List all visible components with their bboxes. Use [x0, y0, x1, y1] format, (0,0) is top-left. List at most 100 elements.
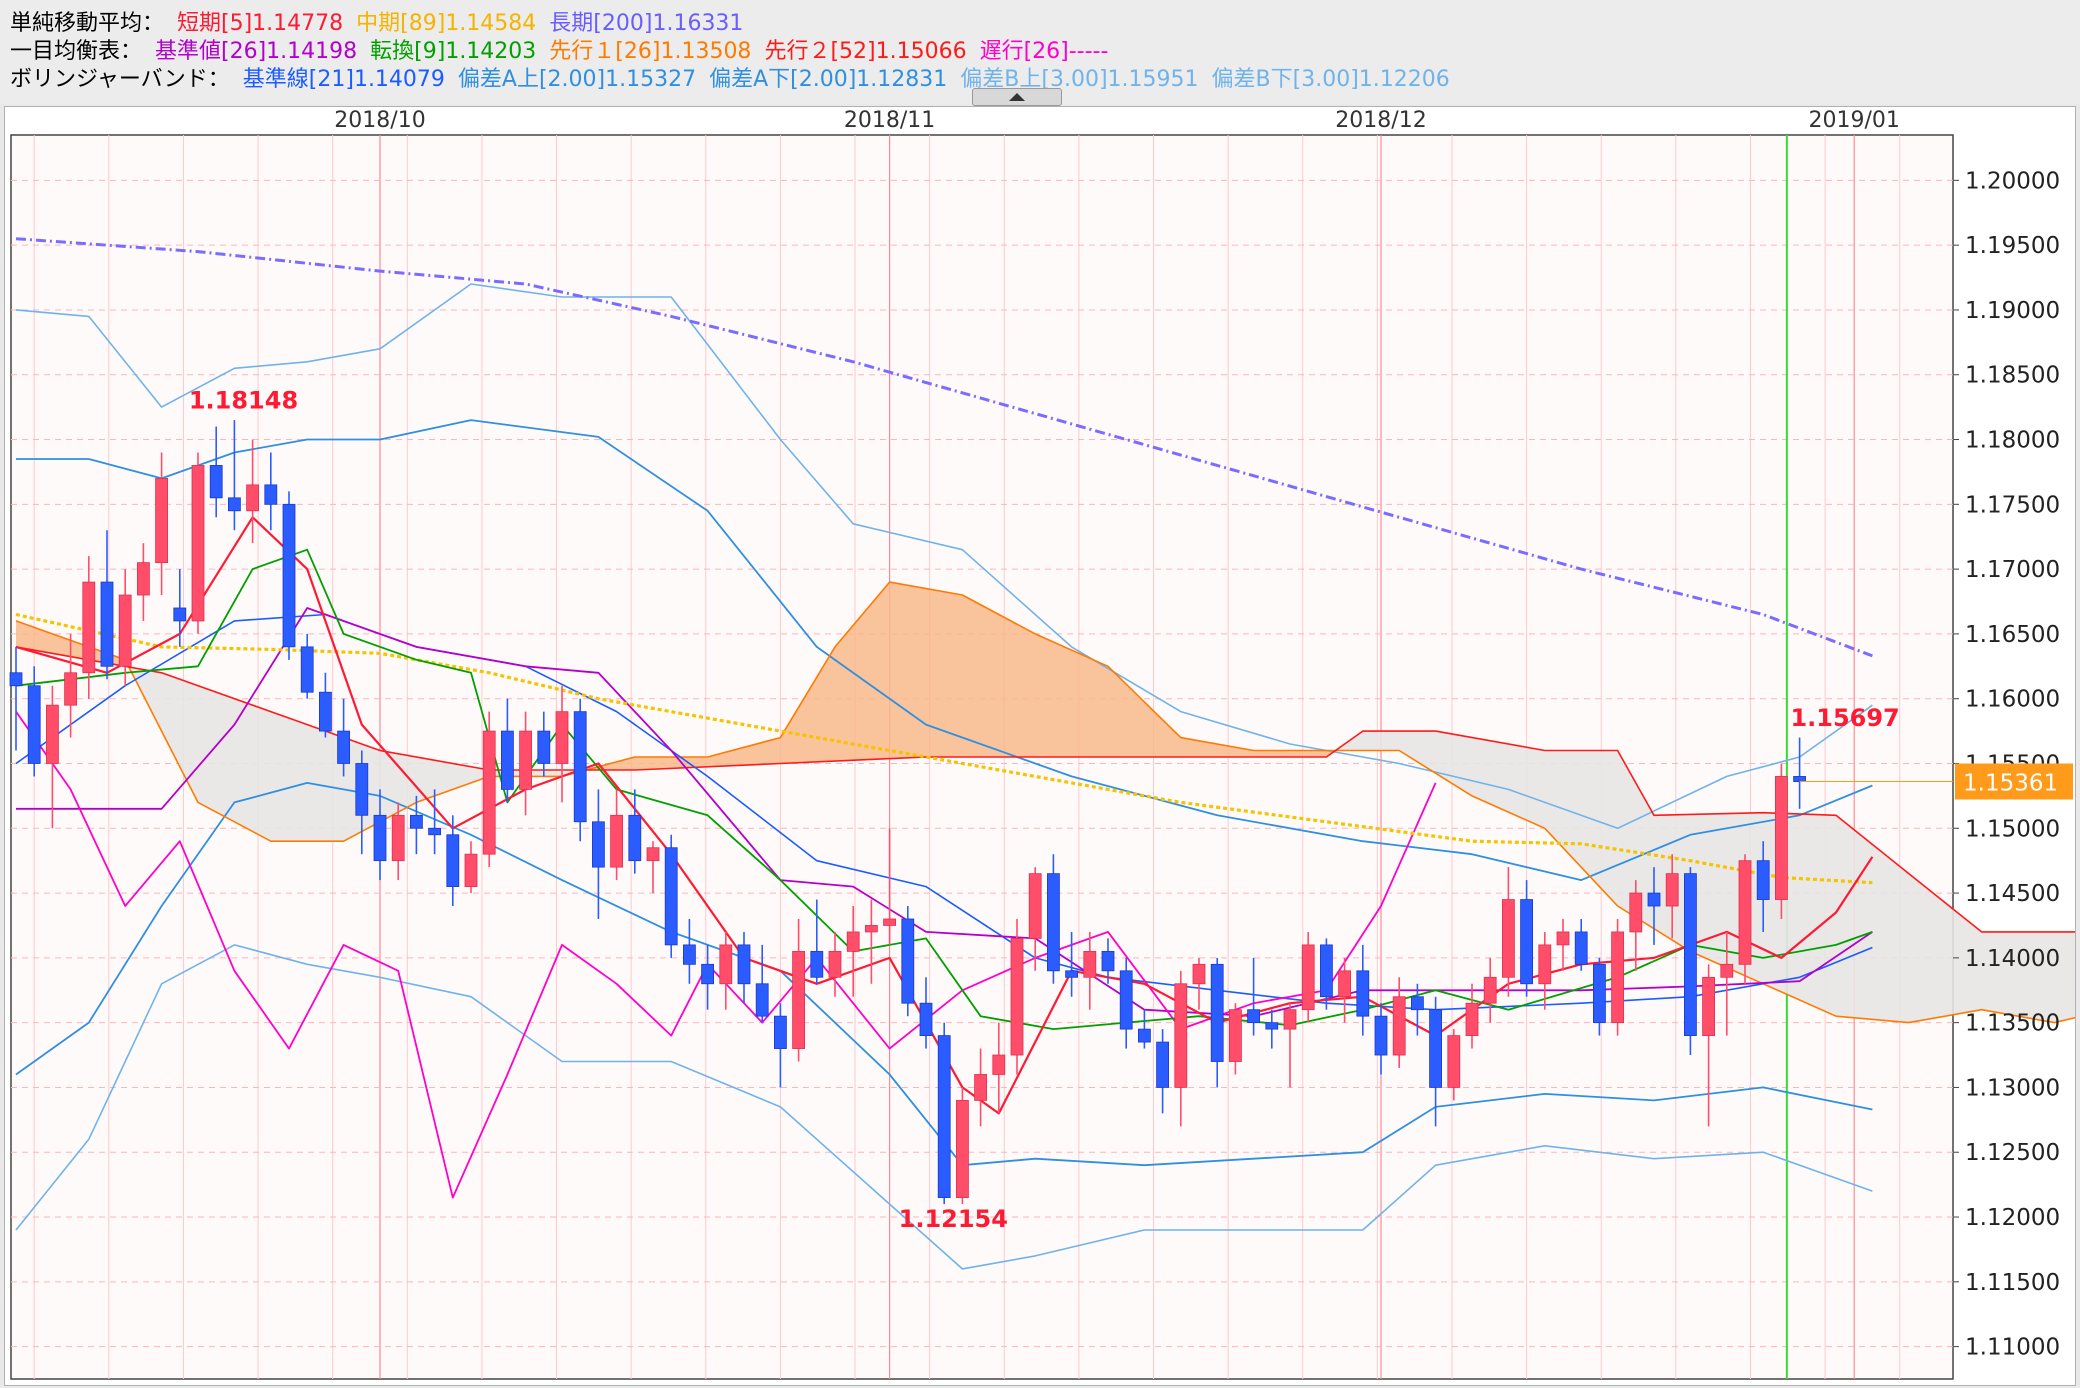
candle — [719, 931, 733, 1010]
candle — [155, 452, 169, 596]
candle — [1283, 1003, 1297, 1088]
candle-body — [646, 847, 660, 862]
candle — [956, 1087, 969, 1205]
chart-area[interactable]: 1.18148 1.12154 1.15697 2018/10 2018/11 2018… — [4, 106, 2076, 1386]
candle-body — [610, 814, 623, 868]
candle — [1301, 931, 1315, 1023]
candle — [1047, 854, 1060, 984]
candle — [1574, 918, 1588, 971]
candle-body — [664, 847, 678, 946]
y-tick-label: 1.14500 — [1965, 881, 2060, 907]
candle-body — [446, 834, 460, 887]
candle — [555, 685, 569, 803]
candle-body — [974, 1074, 987, 1101]
candle — [1210, 957, 1224, 1088]
candle — [246, 439, 260, 544]
price-annotation: 1.12154 — [899, 1205, 1008, 1233]
candle-body — [737, 944, 751, 985]
candle-body — [191, 465, 205, 622]
candle-body — [828, 950, 842, 978]
candle — [1356, 944, 1370, 1036]
candle-body — [64, 672, 77, 706]
candle — [1192, 957, 1206, 1010]
collapse-legend-button[interactable] — [972, 88, 1062, 106]
candle — [282, 491, 296, 660]
legend-sma-short: 短期[5]1.14778 — [177, 11, 344, 36]
legend-senkou2: 先行２[52]1.15066 — [764, 39, 967, 64]
candle-body — [1411, 996, 1424, 1011]
y-tick-label: 1.11500 — [1965, 1270, 2060, 1296]
candle — [1320, 938, 1333, 1010]
legend-tenkan: 転換[9]1.14203 — [370, 39, 537, 64]
chevron-up-icon — [1009, 93, 1025, 101]
candle-body — [1702, 976, 1715, 1037]
candle-body — [318, 691, 332, 732]
candle — [1429, 996, 1442, 1127]
candle — [683, 918, 696, 984]
candle-body — [1775, 776, 1788, 900]
candle-body — [1465, 1002, 1479, 1037]
candle — [992, 1022, 1006, 1114]
candle — [482, 711, 496, 868]
candle — [1502, 867, 1515, 997]
y-tick-label: 1.16500 — [1965, 622, 2060, 648]
x-tick-label: 2018/10 — [334, 108, 425, 133]
candle-body — [592, 821, 605, 868]
candle — [1447, 1029, 1461, 1101]
candle — [1684, 867, 1697, 1056]
candle-body — [919, 1002, 933, 1037]
candle — [828, 931, 842, 997]
y-axis: 1.11000 1.11500 1.12000 1.12500 1.13000 1.135… — [1953, 168, 2060, 1361]
candle — [209, 426, 223, 518]
candle-body — [774, 1015, 787, 1049]
sma-mid-line — [15, 612, 1873, 885]
candle — [1392, 977, 1406, 1068]
x-tick-label: 2019/01 — [1808, 108, 1899, 133]
candle — [1174, 970, 1188, 1127]
candle — [1465, 983, 1479, 1049]
candle-body — [209, 465, 223, 499]
candle-body — [865, 925, 878, 933]
candle — [446, 815, 460, 907]
cloud-bearish — [1335, 731, 2075, 1023]
candle-body — [1210, 963, 1224, 1062]
legend-bb-b-dn: 偏差B下[3.00]1.12206 — [1211, 67, 1450, 92]
candle — [1265, 1009, 1279, 1049]
candle — [1065, 931, 1078, 997]
candle — [464, 841, 478, 894]
candle-body — [810, 950, 824, 978]
bb-b-upper-line — [15, 283, 1873, 830]
candle-body — [1447, 1035, 1461, 1088]
current-price-badge: 1.15361 — [1799, 763, 2073, 800]
candle-body — [719, 944, 733, 985]
candle — [173, 569, 187, 647]
cloud-bullish — [580, 582, 1336, 772]
tenkan-line — [15, 548, 1873, 1030]
candle — [391, 802, 405, 881]
candle — [500, 698, 514, 803]
candle — [1611, 918, 1624, 1036]
candle-body — [1010, 938, 1024, 1056]
candle — [701, 944, 714, 1010]
y-tick-label: 1.17000 — [1965, 557, 2060, 583]
y-tick-label: 1.13500 — [1965, 1011, 2060, 1037]
candle — [610, 789, 623, 881]
candle — [1556, 918, 1570, 971]
sma-long-line — [15, 237, 1873, 658]
candle — [337, 698, 351, 777]
candle-body — [1283, 1009, 1297, 1030]
legend-sma-mid: 中期[89]1.14584 — [356, 11, 537, 36]
candle-body — [500, 730, 514, 790]
candle-body — [337, 730, 351, 764]
candle-body — [1138, 1028, 1151, 1043]
candle-body — [464, 853, 478, 887]
candle — [774, 1003, 787, 1088]
candle — [1702, 964, 1715, 1127]
bb-a-lower-line — [15, 782, 1873, 1167]
candle-body — [1556, 931, 1570, 946]
senkou1-line — [15, 581, 2075, 1024]
legend-sma-label: 単純移動平均： — [10, 11, 165, 36]
y-tick-label: 1.18500 — [1965, 363, 2060, 389]
candle-body — [992, 1054, 1006, 1075]
